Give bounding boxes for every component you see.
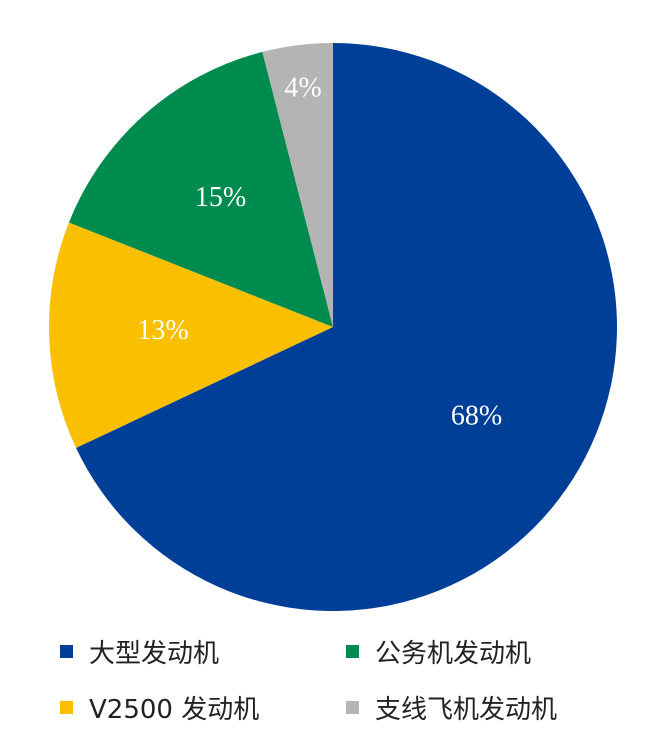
pie-slice-large-engine — [76, 43, 617, 611]
legend-item-business-jet-engine: 公务机发动机 — [346, 632, 620, 670]
pie-value-labels: 68% 13% 15% 4% — [137, 73, 502, 432]
pie-plot-area: 68% 13% 15% 4% — [49, 43, 617, 611]
legend-label-regional-jet-engine: 支线飞机发动机 — [375, 694, 558, 725]
legend-item-large-engine: 大型发动机 — [60, 632, 346, 670]
legend-swatch-v2500-engine — [60, 700, 73, 714]
legend-label-business-jet-engine: 公务机发动机 — [375, 638, 532, 669]
value-label-regional-jet-engine: 4% — [284, 73, 321, 104]
value-label-large-engine: 68% — [451, 401, 502, 432]
legend-item-v2500-engine: V2500 发动机 — [60, 688, 346, 726]
legend-label-large-engine: 大型发动机 — [89, 638, 220, 669]
pie-slice-business-jet-engine — [68, 51, 333, 327]
value-label-v2500-engine: 13% — [137, 315, 188, 346]
legend-item-regional-jet-engine: 支线飞机发动机 — [346, 688, 620, 726]
pie-slice-regional-jet-engine — [262, 43, 333, 327]
value-label-business-jet-engine: 15% — [195, 182, 246, 213]
legend-swatch-large-engine — [60, 644, 73, 658]
legend-label-v2500-engine: V2500 发动机 — [89, 694, 260, 725]
legend-swatch-regional-jet-engine — [346, 700, 359, 714]
legend-swatch-business-jet-engine — [346, 644, 359, 658]
pie-slice-v2500-engine — [49, 222, 334, 448]
pie-slices — [49, 43, 617, 611]
chart-legend: 大型发动机 公务机发动机 V2500 发动机 支线飞机发动机 — [60, 632, 620, 726]
